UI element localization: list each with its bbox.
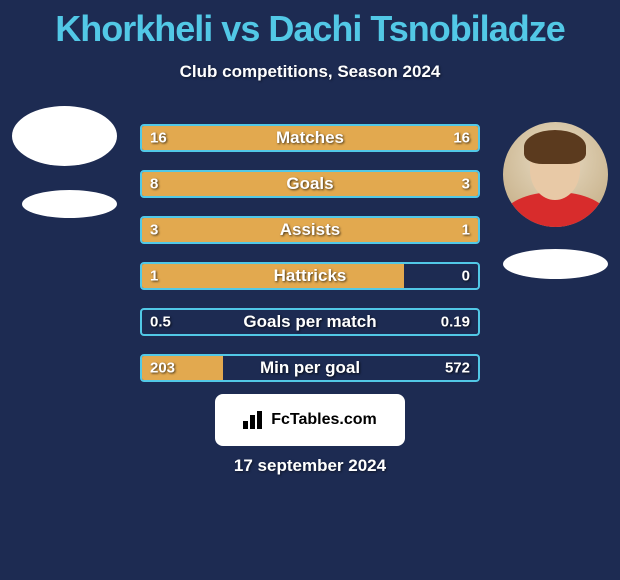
comparison-bars: 16Matches16 8Goals3 3Assists1 1Hattricks0 0.…	[140, 124, 480, 400]
stat-bar-right-fill	[377, 172, 478, 196]
stat-bar-left-fill	[142, 264, 404, 288]
stat-bar-left-fill	[142, 126, 310, 150]
bars-icon	[243, 411, 265, 429]
source-badge-text: FcTables.com	[271, 411, 377, 429]
player-right-name-placeholder	[503, 249, 608, 279]
stat-bar-left-fill	[142, 218, 397, 242]
stat-bar-left-fill	[142, 172, 377, 196]
stat-row: 3Assists1	[140, 216, 480, 244]
player-right-avatar	[503, 122, 608, 227]
stat-value-left: 0.5	[150, 314, 171, 331]
stat-value-right: 572	[445, 360, 470, 377]
player-left-name-placeholder	[22, 190, 117, 218]
stat-value-right: 0.19	[441, 314, 470, 331]
stat-row: 203Min per goal572	[140, 354, 480, 382]
comparison-subtitle: Club competitions, Season 2024	[0, 62, 620, 82]
stat-bar-left-fill	[142, 356, 223, 380]
comparison-title: Khorkheli vs Dachi Tsnobiladze	[0, 0, 620, 50]
date-line: 17 september 2024	[0, 456, 620, 476]
source-badge: FcTables.com	[215, 394, 405, 446]
stat-row: 1Hattricks0	[140, 262, 480, 290]
stat-label: Goals per match	[142, 312, 478, 332]
stat-row: 8Goals3	[140, 170, 480, 198]
stat-bar-right-fill	[397, 218, 478, 242]
stat-row: 0.5Goals per match0.19	[140, 308, 480, 336]
stat-value-right: 0	[462, 268, 470, 285]
player-left-avatar	[12, 106, 117, 166]
player-right-avatar-block	[503, 122, 608, 279]
stat-bar-right-fill	[310, 126, 478, 150]
player-left-avatar-block	[12, 106, 117, 218]
stat-row: 16Matches16	[140, 124, 480, 152]
